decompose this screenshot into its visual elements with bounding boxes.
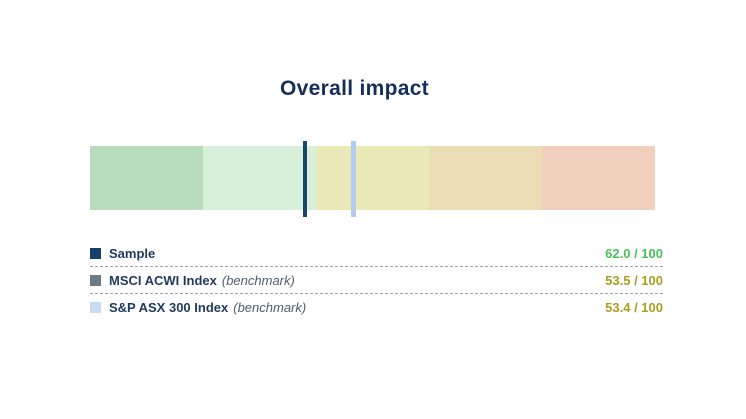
- legend-row-sp-asx-300: S&P ASX 300 Index (benchmark) 53.4 / 100: [90, 294, 663, 320]
- impact-gauge: [90, 141, 655, 217]
- sample-swatch: [90, 247, 101, 259]
- marker-sample: [302, 141, 307, 217]
- gauge-band-60-40: [316, 146, 429, 210]
- sp-asx-300-swatch: [90, 301, 101, 313]
- legend-row-msci-acwi: MSCI ACWI Index (benchmark) 53.5 / 100: [90, 267, 663, 294]
- legend-value: 53.4 / 100: [605, 299, 663, 315]
- gauge-band-20-0: [542, 146, 655, 210]
- legend-note: (benchmark): [233, 299, 307, 315]
- legend-label: Sample: [109, 245, 156, 261]
- chart-title: Overall impact: [280, 77, 429, 100]
- legend-label: S&P ASX 300 Index: [109, 299, 229, 315]
- marker-s-p-asx-300-index: [350, 141, 356, 217]
- legend-value: 53.5 / 100: [605, 272, 663, 288]
- msci-acwi-swatch: [90, 274, 101, 286]
- legend: Sample 62.0 / 100 MSCI ACWI Index (bench…: [90, 240, 663, 320]
- gauge-band-100-80: [90, 146, 203, 210]
- gauge-band-80-60: [203, 146, 316, 210]
- legend-value: 62.0 / 100: [605, 245, 663, 261]
- legend-note: (benchmark): [221, 272, 295, 288]
- legend-label: MSCI ACWI Index: [109, 272, 217, 288]
- legend-row-sample: Sample 62.0 / 100: [90, 240, 663, 267]
- gauge-band-40-20: [429, 146, 542, 210]
- gauge-bands: [90, 146, 655, 210]
